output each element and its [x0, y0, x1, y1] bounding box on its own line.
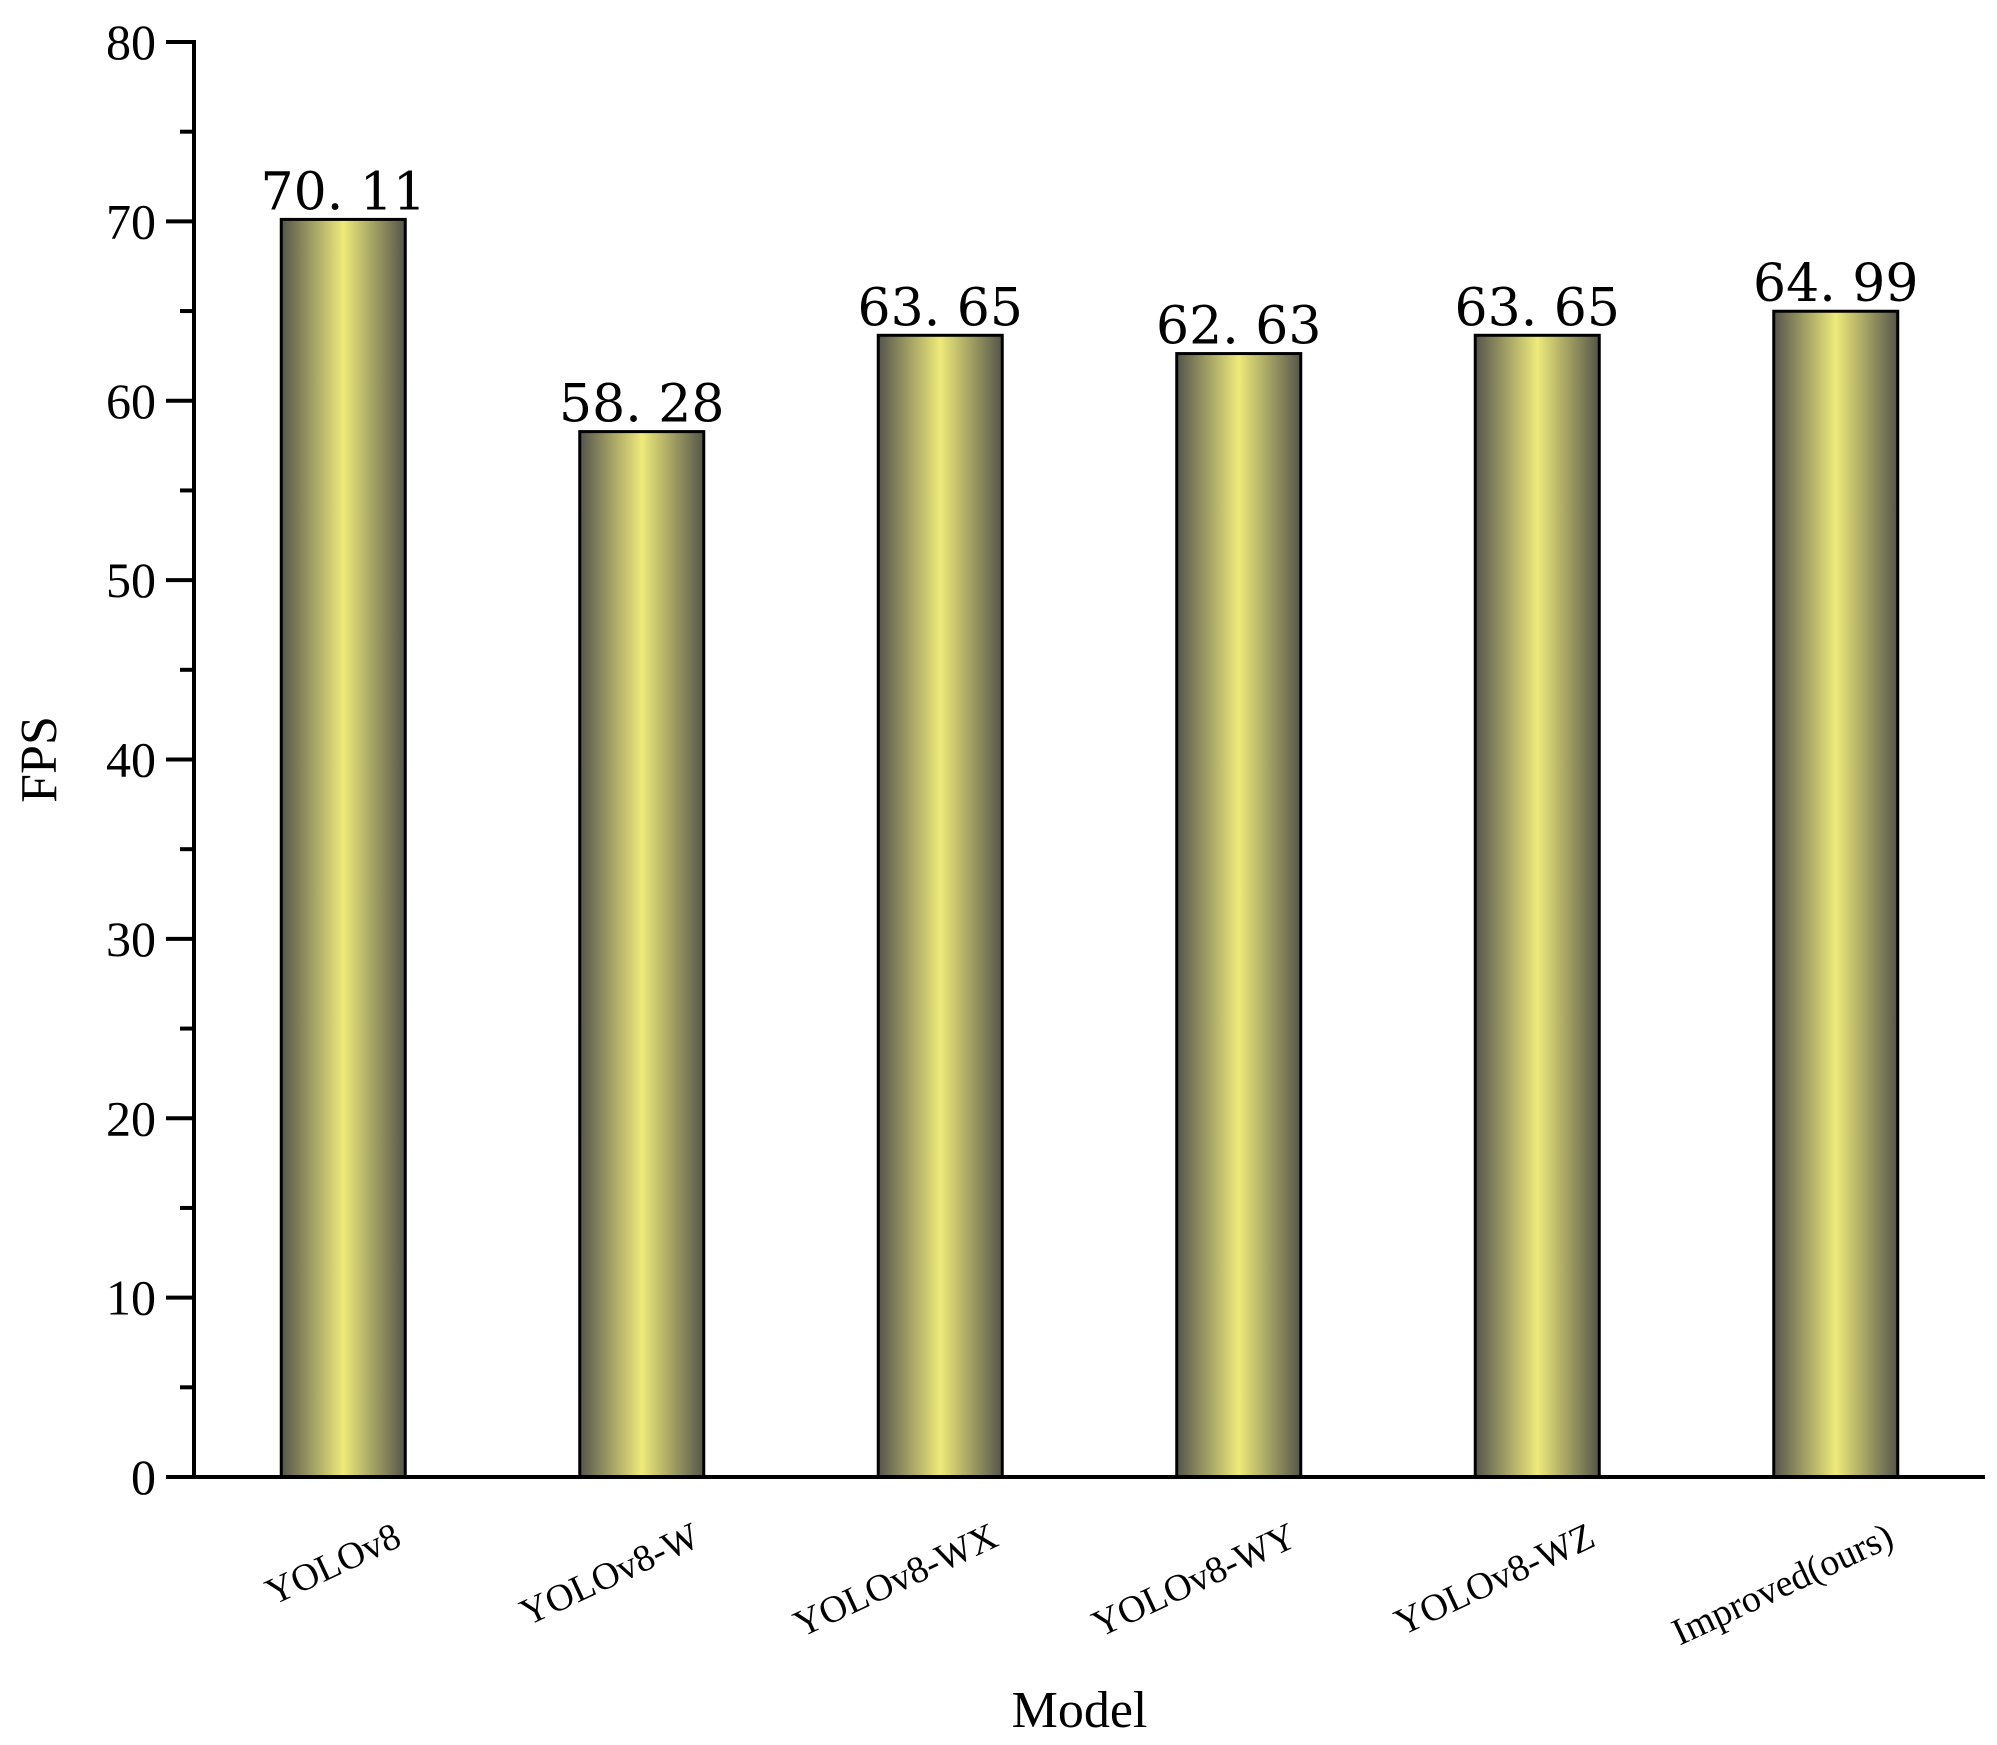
x-axis-title: Model [1012, 1682, 1148, 1739]
bar [578, 430, 706, 1479]
value-labels: 70. 11 58. 28 63. 65 62. 63 63. 65 64. 99 [261, 162, 1919, 434]
y-tick-label: 60 [106, 373, 156, 429]
x-tick-label: YOLOv8-WY [1086, 1515, 1303, 1646]
bar [1473, 333, 1601, 1479]
bar [1175, 352, 1303, 1479]
bars [279, 217, 1900, 1479]
bar-value-label: 63. 65 [858, 278, 1023, 338]
y-axis-ticks: 0 10 20 30 40 50 60 70 80 [106, 14, 194, 1505]
y-tick-label: 50 [106, 552, 156, 608]
y-tick-label: 70 [106, 193, 156, 249]
x-tick-label: YOLOv8-WX [787, 1515, 1004, 1646]
y-tick-label: 40 [106, 732, 156, 788]
y-axis-title: FPS [11, 716, 68, 803]
bar [279, 217, 407, 1479]
x-tick-label: Improved(ours) [1666, 1515, 1900, 1654]
bar-value-label: 64. 99 [1753, 254, 1918, 314]
bar-value-label: 63. 65 [1455, 278, 1620, 338]
y-tick-label: 0 [131, 1449, 156, 1505]
x-tick-label: YOLOv8-W [514, 1515, 706, 1634]
bar-value-label: 70. 11 [261, 162, 426, 222]
y-tick-label: 10 [106, 1270, 156, 1326]
x-axis-tick-labels: YOLOv8 YOLOv8-W YOLOv8-WX YOLOv8-WY YOLOv8-W… [259, 1515, 1899, 1654]
bar-value-label: 58. 28 [559, 375, 724, 435]
x-tick-label: YOLOv8-WZ [1388, 1515, 1601, 1644]
x-tick-label: YOLOv8 [259, 1515, 407, 1614]
y-tick-label: 20 [106, 1090, 156, 1146]
y-tick-label: 80 [106, 14, 156, 70]
bar [1772, 309, 1900, 1479]
y-tick-label: 30 [106, 911, 156, 967]
bar [876, 333, 1004, 1479]
bar-value-label: 62. 63 [1156, 297, 1321, 357]
